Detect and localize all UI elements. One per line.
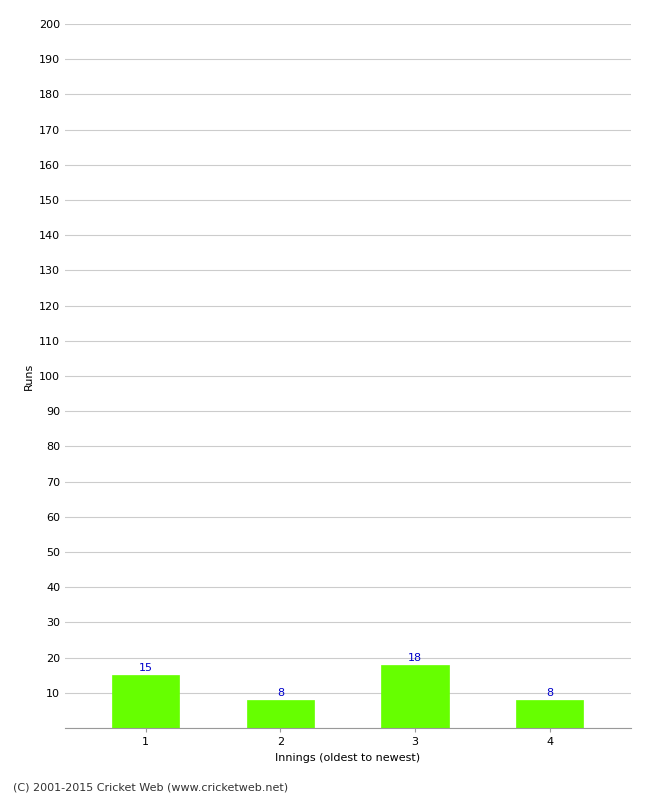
- Text: 18: 18: [408, 653, 422, 663]
- Text: (C) 2001-2015 Cricket Web (www.cricketweb.net): (C) 2001-2015 Cricket Web (www.cricketwe…: [13, 782, 288, 792]
- Text: 8: 8: [546, 688, 553, 698]
- Y-axis label: Runs: Runs: [23, 362, 33, 390]
- Text: 8: 8: [277, 688, 284, 698]
- X-axis label: Innings (oldest to newest): Innings (oldest to newest): [275, 753, 421, 762]
- Bar: [112, 675, 179, 728]
- Bar: [247, 700, 314, 728]
- Bar: [382, 665, 448, 728]
- Bar: [516, 700, 583, 728]
- Text: 15: 15: [139, 663, 153, 674]
